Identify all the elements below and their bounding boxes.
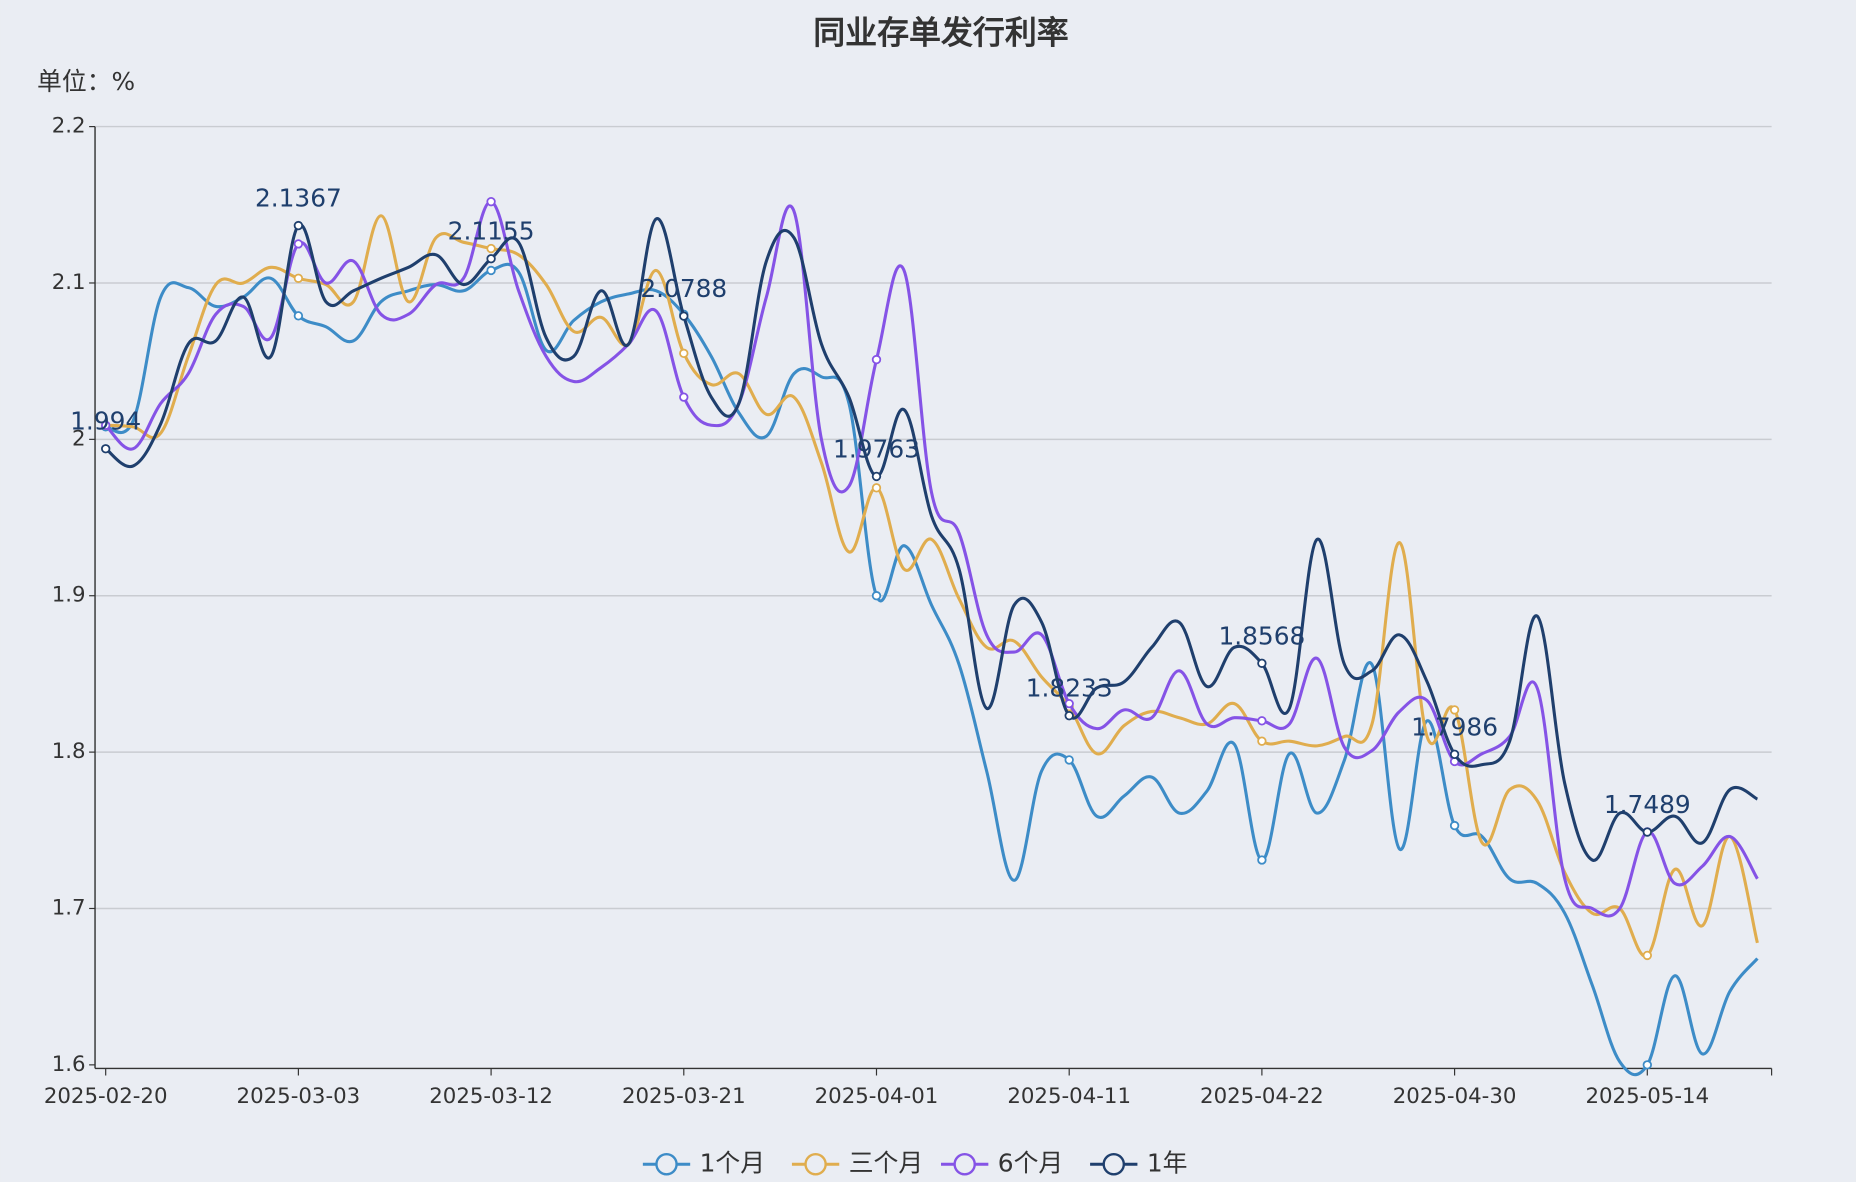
x-tick-label: 2025-03-03 [237, 1084, 361, 1109]
legend-label[interactable]: 1个月 [700, 1148, 765, 1177]
data-point [1257, 855, 1267, 865]
y-tick-label: 1.6 [52, 1052, 86, 1077]
x-tick-label: 2025-02-20 [44, 1084, 168, 1109]
data-point [101, 420, 111, 430]
y-tick-label: 2.1 [52, 270, 86, 295]
y-tick-label: 1.8 [52, 739, 86, 764]
data-point [486, 254, 496, 264]
data-point [1064, 755, 1074, 765]
data-label: 1.994 [70, 407, 141, 436]
legend-label[interactable]: 1年 [1147, 1148, 1188, 1177]
data-point [293, 220, 304, 231]
y-tick-label: 2.2 [52, 114, 86, 139]
data-point [293, 273, 304, 283]
y-tick-label: 1.7 [52, 895, 86, 920]
data-point [1449, 705, 1460, 715]
data-point [1257, 658, 1267, 668]
data-label: 1.7489 [1604, 790, 1691, 819]
data-point [871, 354, 882, 365]
data-point [679, 348, 689, 359]
data-point [1642, 1060, 1652, 1070]
legend-label[interactable]: 6个月 [998, 1148, 1063, 1177]
x-tick-label: 2025-03-21 [622, 1084, 746, 1109]
data-label: 1.9763 [833, 434, 920, 463]
data-point [486, 196, 496, 207]
data-label: 1.7986 [1411, 712, 1498, 741]
data-point [1449, 820, 1460, 831]
series-line [104, 200, 1759, 918]
data-point [871, 471, 882, 482]
y-tick-label: 2 [72, 426, 86, 451]
x-tick-label: 2025-04-30 [1393, 1084, 1517, 1109]
legend-label[interactable]: 三个月 [849, 1148, 924, 1177]
data-point [1642, 827, 1652, 837]
legend-marker[interactable] [804, 1153, 827, 1176]
y-tick-label: 1.9 [52, 583, 86, 608]
x-tick-label: 2025-04-11 [1007, 1084, 1131, 1109]
data-point [101, 444, 111, 454]
data-label: 2.0788 [640, 274, 727, 303]
x-tick-label: 2025-04-22 [1200, 1084, 1324, 1109]
data-label: 2.1367 [255, 184, 342, 213]
data-point [679, 311, 689, 321]
data-point [679, 392, 689, 402]
x-tick-label: 2025-05-14 [1585, 1084, 1709, 1109]
data-label: 1.8568 [1218, 621, 1305, 650]
legend-marker[interactable] [655, 1153, 678, 1176]
data-point [1257, 716, 1267, 726]
data-label: 2.1155 [448, 217, 535, 246]
data-point [293, 239, 304, 249]
data-point [1257, 736, 1267, 746]
x-tick-label: 2025-03-12 [429, 1084, 553, 1109]
series-line [104, 217, 1759, 862]
data-point [871, 591, 882, 601]
data-label: 1.8233 [1026, 674, 1113, 703]
legend-marker[interactable] [1102, 1153, 1125, 1176]
data-point [1064, 711, 1074, 721]
unit-label: 单位：% [37, 67, 135, 96]
data-point [1449, 749, 1460, 759]
data-point [1642, 950, 1652, 961]
data-point [486, 243, 496, 254]
legend-marker[interactable] [953, 1153, 976, 1176]
data-point [293, 311, 304, 321]
x-tick-label: 2025-04-01 [815, 1084, 939, 1109]
series-line [105, 214, 1759, 958]
data-point [871, 483, 882, 493]
data-point [486, 265, 496, 276]
chart-title: 同业存单发行利率 [813, 13, 1069, 51]
